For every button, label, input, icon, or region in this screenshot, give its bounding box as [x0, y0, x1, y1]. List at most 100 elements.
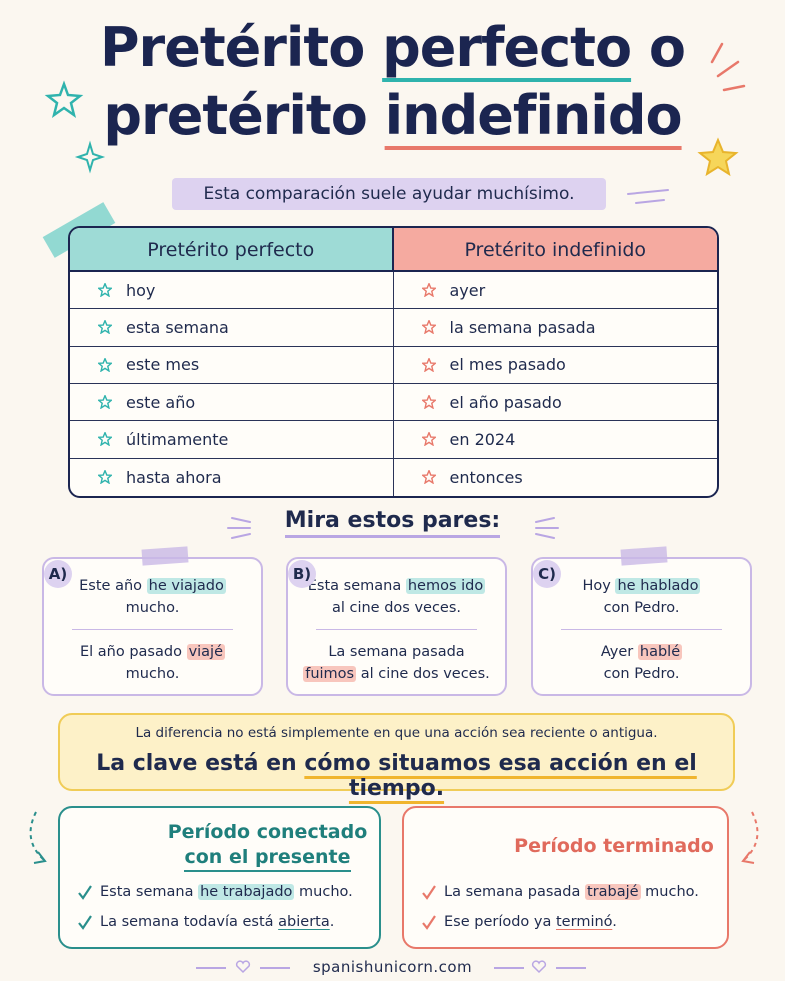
- cell-text: este año: [126, 392, 196, 412]
- star-icon: [98, 320, 112, 335]
- table-cell: entonces: [394, 459, 718, 496]
- highlight: hemos ido: [405, 578, 486, 594]
- table-cell: este mes: [70, 346, 394, 384]
- cell-text: ayer: [449, 280, 486, 300]
- sentence-text: mucho.: [294, 884, 353, 900]
- check-icon: [422, 915, 436, 930]
- sentence-text: La semana pasada: [444, 884, 585, 900]
- pair-sentence: Ayer hablé con Pedro.: [541, 641, 742, 685]
- highlight: viajé: [186, 644, 226, 660]
- star-icon: [98, 283, 112, 298]
- table-cell: hasta ahora: [70, 458, 394, 496]
- sentence-text: .: [612, 914, 617, 930]
- example-text: La semana pasada trabajé mucho.: [444, 884, 699, 900]
- highlight: he viajado: [146, 578, 226, 594]
- table-cell: la semana pasada: [393, 309, 717, 347]
- title-emphasis: indefinido: [384, 84, 683, 147]
- pair-label: A): [44, 560, 72, 588]
- sentence-text: El año pasado: [79, 644, 187, 660]
- star-icon: [421, 432, 436, 447]
- pairs-heading: Mira estos pares:: [0, 508, 785, 538]
- title-line: Pretérito perfecto o: [0, 14, 785, 82]
- sentence-text: La semana todavía está: [100, 914, 279, 930]
- table-cell: ayer: [393, 272, 717, 310]
- heading-text: Mira estos pares:: [284, 508, 501, 538]
- star-icon: [98, 470, 112, 485]
- table-cell: este año: [70, 383, 394, 422]
- star-icon: [421, 395, 436, 410]
- star-icon: [421, 470, 436, 485]
- note-emphasis: cómo situamos esa acción en el tiempo.: [304, 751, 697, 801]
- pair-sentence: Hoy he hablado con Pedro.: [541, 575, 742, 619]
- note-key: La clave está en cómo situamos esa acció…: [60, 751, 733, 801]
- sentence-text: mucho.: [125, 600, 180, 616]
- table-cell: el año pasado: [393, 384, 717, 422]
- pair-label: C): [533, 560, 561, 588]
- sentence-text: Esta semana: [307, 578, 406, 594]
- sentence-text: Ayer: [600, 644, 638, 660]
- pair-card: Este año he viajado mucho. El año pasado …: [42, 557, 263, 696]
- star-icon: [421, 320, 436, 335]
- subtitle: Esta comparación suele ayudar muchísimo.: [172, 178, 606, 210]
- star-icon: [98, 432, 112, 447]
- cell-text: últimamente: [126, 429, 229, 449]
- cell-text: este mes: [126, 355, 200, 375]
- check-icon: [78, 885, 92, 900]
- table-cell: en 2024: [393, 421, 717, 459]
- separator: [72, 629, 233, 630]
- pair-sentence: El año pasado viajé mucho.: [52, 641, 253, 685]
- cell-text: el mes pasado: [449, 355, 566, 375]
- cell-text: hasta ahora: [126, 467, 222, 487]
- table-cell: el mes pasado: [393, 347, 717, 384]
- note-text: La clave está en: [96, 751, 305, 776]
- table-header: Pretérito perfecto: [70, 228, 394, 272]
- highlight: trabajé: [584, 884, 641, 900]
- separator: [316, 629, 477, 630]
- highlight: he trabajado: [198, 884, 295, 900]
- example-text: Ese período ya terminó.: [444, 914, 617, 930]
- star-icon: [98, 357, 112, 372]
- title-emphasis: perfecto: [382, 16, 632, 79]
- table-header: Pretérito indefinido: [393, 228, 717, 272]
- title: Pretérito perfecto o pretérito indefinid…: [0, 14, 785, 150]
- pair-sentence: La semana pasada fuimos al cine dos vece…: [296, 641, 497, 685]
- star-icon: [421, 283, 436, 298]
- table-cell: últimamente: [70, 421, 394, 459]
- title-text: Pretérito: [99, 16, 365, 79]
- title-line: pretérito indefinido: [0, 82, 785, 150]
- sentence-text: con Pedro.: [603, 600, 680, 616]
- example-text: Esta semana he trabajado mucho.: [100, 884, 353, 900]
- title-text: o: [648, 16, 686, 79]
- title-text: pretérito: [103, 84, 367, 147]
- cell-text: en 2024: [449, 429, 516, 449]
- highlight: terminó: [556, 914, 613, 930]
- cell-text: esta semana: [126, 317, 229, 337]
- title-line: con el presente: [184, 845, 351, 872]
- example: Ese período ya terminó.: [422, 914, 617, 930]
- note-box: La diferencia no está simplemente en que…: [58, 713, 735, 801]
- tape: [141, 546, 189, 566]
- table-cell: esta semana: [70, 309, 394, 347]
- check-icon: [78, 915, 92, 930]
- pair-sentence: Este año he viajado mucho.: [52, 575, 253, 619]
- pair-card: Hoy he hablado con Pedro. Ayer hablé con …: [531, 557, 752, 696]
- example: La semana pasada trabajé mucho.: [422, 884, 699, 900]
- highlight: hablé: [637, 644, 683, 660]
- period-title: Período terminado: [504, 834, 724, 859]
- highlight: he hablado: [615, 578, 701, 594]
- example: La semana todavía está abierta.: [78, 914, 334, 930]
- pair-sentence: Esta semana hemos ido al cine dos veces.: [296, 575, 497, 619]
- cell-text: entonces: [449, 467, 523, 487]
- example-text: La semana todavía está abierta.: [100, 914, 334, 930]
- sentence-text: La semana pasada: [328, 644, 465, 660]
- pair-card: Esta semana hemos ido al cine dos veces.…: [286, 557, 507, 696]
- footer: spanishunicorn.com: [312, 958, 473, 976]
- star-icon: [98, 395, 112, 410]
- sentence-text: mucho.: [640, 884, 699, 900]
- sentence-text: mucho.: [125, 666, 180, 682]
- check-icon: [422, 885, 436, 900]
- sentence-text: al cine dos veces.: [356, 666, 490, 682]
- sentence-text: con Pedro.: [603, 666, 680, 682]
- highlight: fuimos: [303, 666, 357, 682]
